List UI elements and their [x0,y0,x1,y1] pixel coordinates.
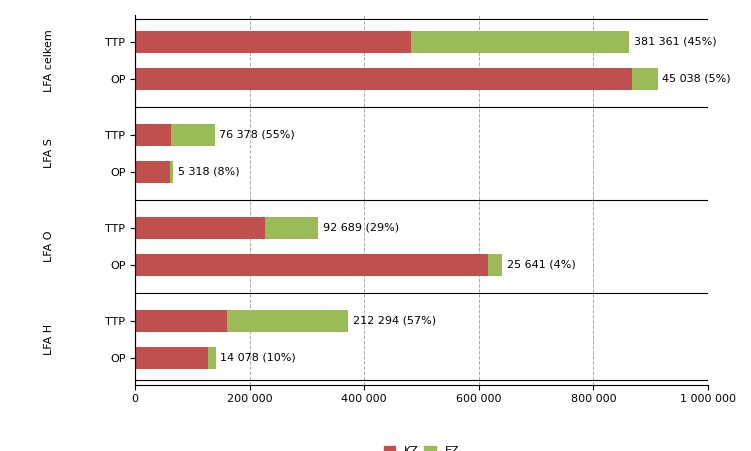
Bar [135,254,487,276]
Text: 381 361 (45%): 381 361 (45%) [634,37,716,47]
Bar [135,124,171,146]
Text: 14 078 (10%): 14 078 (10%) [220,353,296,363]
Bar [208,347,216,369]
Bar [171,124,215,146]
Bar [135,309,227,332]
Bar [135,216,265,239]
Bar [170,161,173,183]
Text: 92 689 (29%): 92 689 (29%) [323,223,399,233]
Text: 5 318 (8%): 5 318 (8%) [178,167,240,177]
Bar [135,31,411,53]
Text: 45 038 (5%): 45 038 (5%) [662,74,731,84]
Text: LFA S: LFA S [44,138,54,168]
Bar [487,254,502,276]
Text: LFA O: LFA O [44,230,54,262]
Bar [632,68,658,90]
Text: 76 378 (55%): 76 378 (55%) [219,130,295,140]
Text: LFA celkem: LFA celkem [44,29,54,92]
Text: 25 641 (4%): 25 641 (4%) [507,260,576,270]
Bar [135,68,632,90]
Bar [411,31,629,53]
Bar [227,309,348,332]
Bar [265,216,318,239]
Bar [135,347,208,369]
Text: 212 294 (57%): 212 294 (57%) [353,316,436,326]
Text: LFA H: LFA H [44,324,54,355]
Bar [135,161,170,183]
Legend: KZ, EZ: KZ, EZ [379,442,463,451]
